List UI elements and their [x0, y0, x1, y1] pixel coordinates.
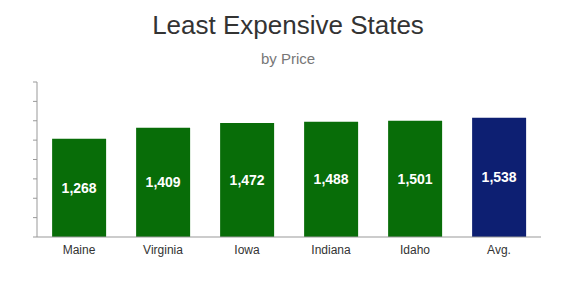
- svg-text:Idaho: Idaho: [400, 243, 430, 257]
- svg-text:1,501: 1,501: [398, 171, 433, 187]
- svg-text:1,538: 1,538: [482, 169, 517, 185]
- svg-text:Iowa: Iowa: [234, 243, 260, 257]
- svg-text:Maine: Maine: [63, 243, 96, 257]
- svg-text:Avg.: Avg.: [487, 243, 511, 257]
- svg-text:1,488: 1,488: [314, 171, 349, 187]
- svg-text:Virginia: Virginia: [143, 243, 183, 257]
- html-text:by Price: by Price: [260, 50, 316, 67]
- html-text:Least Expensive States: Least Expensive States: [152, 10, 424, 40]
- svg-text:1,409: 1,409: [146, 174, 181, 190]
- svg-text:Indiana: Indiana: [311, 243, 351, 257]
- svg-text:1,268: 1,268: [62, 180, 97, 196]
- svg-text:1,472: 1,472: [230, 172, 265, 188]
